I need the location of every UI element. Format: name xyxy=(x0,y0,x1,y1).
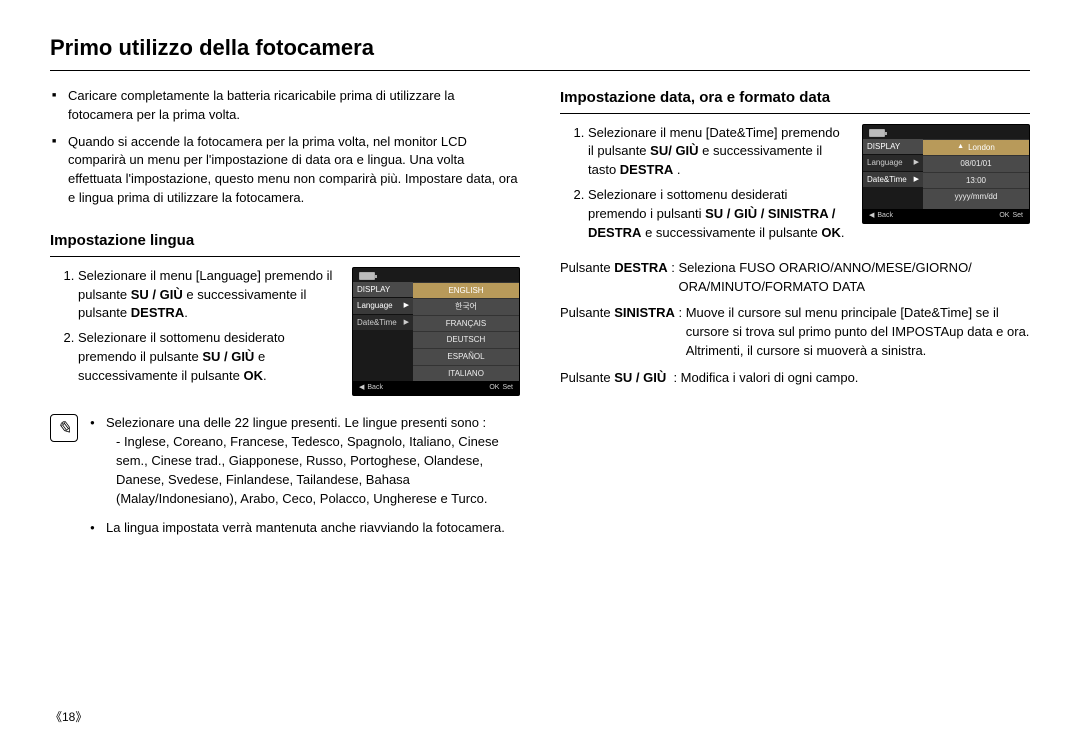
lcd-datetime: DISPLAY Language▶ Date&Time▶ ▲ London xyxy=(862,124,1030,225)
dt-step-2: Selezionare i sottomenu desiderati preme… xyxy=(588,186,848,243)
lcd1-header: DISPLAY xyxy=(353,282,413,298)
lcd1-opt-2: FRANÇAIS xyxy=(413,315,519,332)
chevron-left-icon: ◀ xyxy=(359,383,364,393)
lcd2-val-1: ▲ London xyxy=(923,139,1029,156)
intro-list: Caricare completamente la batteria ricar… xyxy=(50,87,520,208)
chevron-right-icon: ▶ xyxy=(404,301,409,311)
lcd1-opt-0: ENGLISH xyxy=(413,282,519,299)
note-1-sub: - Inglese, Coreano, Francese, Tedesco, S… xyxy=(106,433,520,508)
intro-bullet-2: Quando si accende la fotocamera per la p… xyxy=(68,133,520,208)
note-icon: ✎ xyxy=(50,414,78,442)
lcd2-header: DISPLAY xyxy=(863,139,923,155)
def-destra: Pulsante DESTRA : Seleziona FUSO ORARIO/… xyxy=(560,259,1030,297)
chevron-left-icon: ◀ xyxy=(869,211,874,221)
lang-step-2: Selezionare il sottomenu desiderato prem… xyxy=(78,329,338,386)
chevron-up-icon: ▲ xyxy=(957,142,964,152)
lang-row: Selezionare il menu [Language] premendo … xyxy=(50,267,520,397)
battery-icon xyxy=(359,272,375,280)
title-rule xyxy=(50,70,1030,71)
dt-heading: Impostazione data, ora e formato data xyxy=(560,87,1030,114)
note-2: La lingua impostata verrà mantenuta anch… xyxy=(104,519,520,538)
chevron-right-icon: ▶ xyxy=(404,318,409,328)
lcd1-left-datetime: Date&Time▶ xyxy=(353,314,413,331)
lcd2-val-3: 13:00 xyxy=(923,172,1029,189)
two-column-layout: Caricare completamente la batteria ricar… xyxy=(50,87,1030,548)
left-column: Caricare completamente la batteria ricar… xyxy=(50,87,520,548)
lcd1-left-language: Language▶ xyxy=(353,297,413,314)
lcd2-val-2: 08/01/01 xyxy=(923,155,1029,172)
page-number: 《18》 xyxy=(50,709,87,726)
chevron-right-icon: ▶ xyxy=(914,158,919,168)
lcd-language: DISPLAY Language▶ Date&Time▶ ENGLISH 한국어… xyxy=(352,267,520,397)
lang-heading: Impostazione lingua xyxy=(50,230,520,257)
def-sinistra: Pulsante SINISTRA : Muove il cursore sul… xyxy=(560,304,1030,361)
lcd1-opt-3: DEUTSCH xyxy=(413,331,519,348)
dt-row: Selezionare il menu [Date&Time] premendo… xyxy=(560,124,1030,249)
lcd1-opt-4: ESPAÑOL xyxy=(413,348,519,365)
lcd1-opt-1: 한국어 xyxy=(413,298,519,315)
lcd2-left-language: Language▶ xyxy=(863,154,923,171)
button-definitions: Pulsante DESTRA : Seleziona FUSO ORARIO/… xyxy=(560,259,1030,388)
battery-icon xyxy=(869,129,885,137)
dt-steps: Selezionare il menu [Date&Time] premendo… xyxy=(560,124,848,249)
intro-bullet-1: Caricare completamente la batteria ricar… xyxy=(68,87,520,125)
note-1: Selezionare una delle 22 lingue presenti… xyxy=(104,414,520,508)
lcd2-left-datetime: Date&Time▶ xyxy=(863,171,923,188)
lcd1-opt-5: ITALIANO xyxy=(413,365,519,382)
page-title: Primo utilizzo della fotocamera xyxy=(50,32,1030,64)
right-column: Impostazione data, ora e formato data Se… xyxy=(560,87,1030,548)
chevron-right-icon: ▶ xyxy=(914,175,919,185)
note-block: ✎ Selezionare una delle 22 lingue presen… xyxy=(50,414,520,547)
lang-step-1: Selezionare il menu [Language] premendo … xyxy=(78,267,338,324)
lcd2-val-4: yyyy/mm/dd xyxy=(923,188,1029,205)
def-sugio: Pulsante SU / GIÙ : Modifica i valori di… xyxy=(560,369,1030,388)
dt-step-1: Selezionare il menu [Date&Time] premendo… xyxy=(588,124,848,181)
lang-steps: Selezionare il menu [Language] premendo … xyxy=(50,267,338,392)
